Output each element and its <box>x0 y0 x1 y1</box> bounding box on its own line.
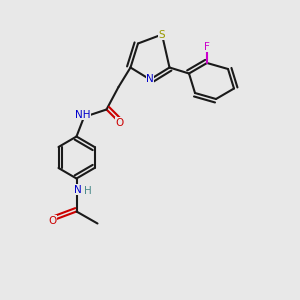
Text: F: F <box>204 41 210 52</box>
Text: N: N <box>74 184 82 195</box>
Text: N: N <box>146 74 154 85</box>
Text: H: H <box>84 186 92 196</box>
Text: O: O <box>116 118 124 128</box>
Text: S: S <box>159 29 165 40</box>
Text: NH: NH <box>75 110 90 120</box>
Text: O: O <box>48 215 57 226</box>
